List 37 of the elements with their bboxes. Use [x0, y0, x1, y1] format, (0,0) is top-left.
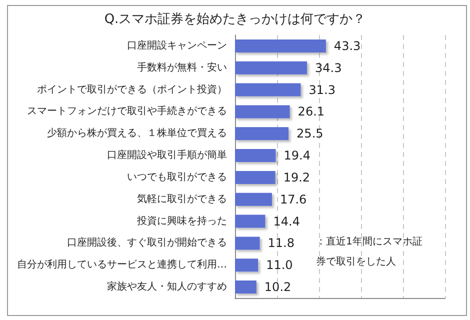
bar [235, 280, 256, 294]
data-label: 25.5 [296, 126, 324, 141]
bar [235, 258, 258, 272]
data-label: 11.8 [268, 236, 294, 250]
bar [235, 61, 308, 74]
bar [235, 127, 289, 140]
chart-title: Q.スマホ証券を始めたきっかけは何ですか？ [104, 12, 366, 27]
bar [235, 105, 290, 118]
y-tick-label: 少額から株が買える、１株単位で買える [47, 127, 227, 140]
y-tick-label: 気軽に取引ができる [137, 194, 227, 205]
data-label: 11.0 [266, 258, 293, 272]
y-tick-label: スマートフォンだけで取引や手続きができる [27, 105, 227, 118]
data-label: 43.3 [334, 38, 361, 53]
y-tick-label: 投資に興味を持った [136, 214, 227, 227]
y-tick-label: 口座開設キャンペーン [127, 39, 227, 52]
bar [235, 236, 260, 250]
y-tick-label: ポイントで取引ができる（ポイント投資） [37, 83, 227, 96]
data-label: 31.3 [308, 82, 336, 97]
y-tick-label: いつでも取引ができる [127, 172, 227, 183]
data-label: 34.3 [315, 60, 342, 75]
y-tick-label: 家族や友人・知人のすすめ [107, 280, 227, 293]
y-tick-label: 自分が利用しているサービスと連携して利用… [17, 258, 227, 271]
data-label: 17.6 [280, 192, 307, 206]
y-tick-label: 口座開設後、すぐ取引が開始できる [67, 236, 227, 249]
y-tick-label: 口座開設や取引手順が簡単 [107, 149, 227, 162]
bar [235, 39, 326, 52]
bar [235, 192, 272, 206]
bar [235, 149, 276, 162]
data-label: 10.2 [264, 280, 292, 294]
y-tick-label: 手数料が無料・安い [137, 61, 227, 74]
bar [235, 170, 276, 184]
data-label: 14.4 [273, 214, 300, 228]
data-label: 26.1 [298, 104, 325, 119]
data-label: 19.2 [283, 170, 310, 184]
bar [235, 214, 266, 228]
bar [235, 83, 301, 96]
data-label: 19.4 [284, 148, 310, 163]
